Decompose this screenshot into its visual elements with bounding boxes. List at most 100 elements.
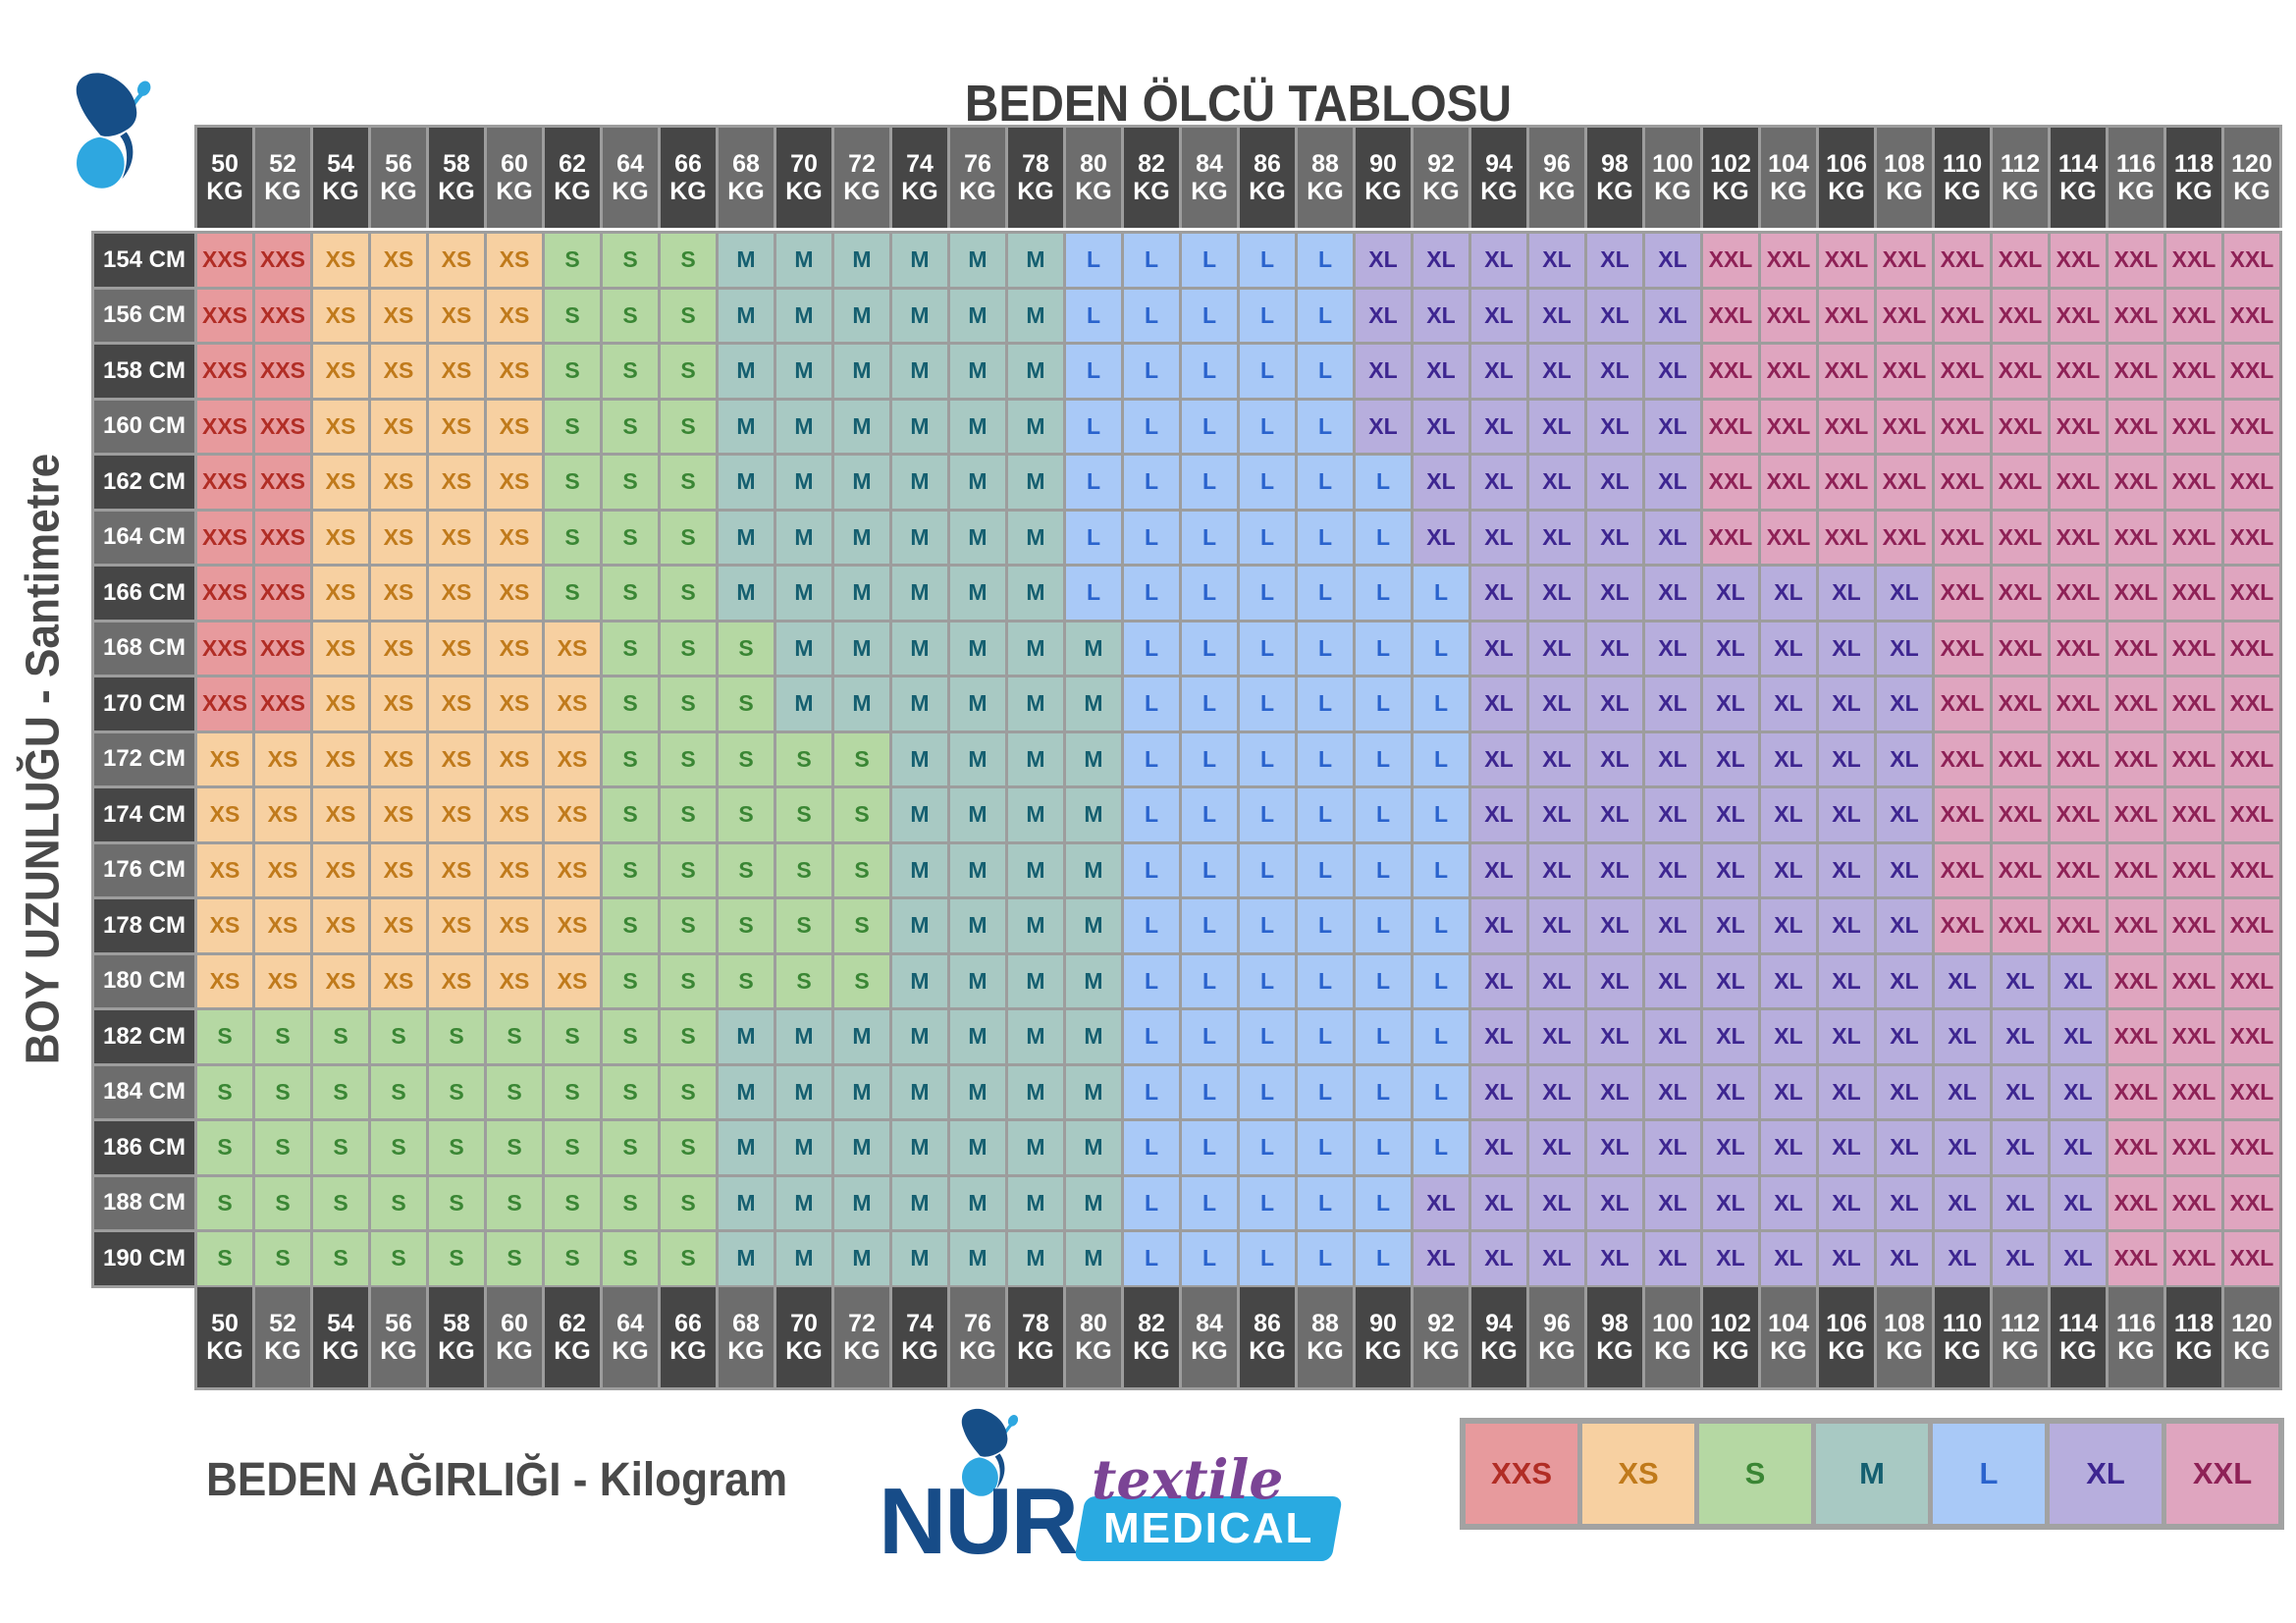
size-cell: XXL <box>2166 345 2221 398</box>
size-cell: M <box>950 345 1005 398</box>
size-cell: L <box>1066 567 1121 620</box>
size-cell: M <box>719 400 774 453</box>
size-cell: XXL <box>1703 234 1758 287</box>
size-cell: L <box>1356 732 1411 785</box>
size-cell: S <box>661 234 716 287</box>
size-cell: S <box>545 567 600 620</box>
size-cell: XL <box>1645 732 1700 785</box>
size-cell: XL <box>1761 843 1816 896</box>
size-cell: XL <box>1471 899 1526 952</box>
size-cell: S <box>661 1121 716 1174</box>
size-cell: XXL <box>2109 843 2163 896</box>
size-cell: XXL <box>2224 456 2279 509</box>
size-cell: M <box>776 345 831 398</box>
size-cell: XXL <box>2109 1232 2163 1285</box>
logo-brand-text: NUR <box>879 1469 1079 1574</box>
height-label: 170 CM <box>94 677 194 730</box>
size-cell: XXL <box>2166 1176 2221 1229</box>
size-cell: XXL <box>2109 456 2163 509</box>
size-cell: XL <box>1471 1176 1526 1229</box>
size-cell: M <box>1008 567 1063 620</box>
size-cell: XL <box>1819 1065 1874 1118</box>
size-cell: M <box>1066 732 1121 785</box>
weight-header-cell: 72 KG <box>834 1287 889 1387</box>
size-cell: XXL <box>2109 400 2163 453</box>
size-cell: XS <box>371 677 426 730</box>
weight-header-cell: 118 KG <box>2166 1287 2221 1387</box>
size-cell: XXL <box>2224 954 2279 1007</box>
size-cell: M <box>719 567 774 620</box>
size-cell: L <box>1414 1010 1468 1063</box>
size-cell: M <box>834 511 889 564</box>
size-cell: S <box>661 1176 716 1229</box>
size-cell: L <box>1240 567 1295 620</box>
weight-header-cell: 108 KG <box>1877 1287 1932 1387</box>
size-cell: S <box>603 345 658 398</box>
size-cell: XS <box>313 622 368 675</box>
size-cell: XS <box>371 456 426 509</box>
legend-item: S <box>1699 1424 1811 1524</box>
size-cell: M <box>719 1010 774 1063</box>
size-cell: M <box>719 289 774 342</box>
size-cell: M <box>950 843 1005 896</box>
size-cell: L <box>1414 843 1468 896</box>
size-cell: S <box>255 1176 310 1229</box>
size-cell: S <box>371 1010 426 1063</box>
size-cell: S <box>776 899 831 952</box>
size-cell: XXL <box>2224 345 2279 398</box>
weight-header-cell: 106 KG <box>1819 1287 1874 1387</box>
weight-header-cell: 90 KG <box>1356 128 1411 228</box>
height-label: 178 CM <box>94 899 194 952</box>
size-cell: XL <box>1645 1232 1700 1285</box>
size-cell: S <box>545 289 600 342</box>
size-cell: M <box>892 400 947 453</box>
size-cell: S <box>197 1232 252 1285</box>
size-cell: XXL <box>1935 677 1990 730</box>
height-label: 158 CM <box>94 345 194 398</box>
height-label: 166 CM <box>94 567 194 620</box>
size-cell: XS <box>429 732 484 785</box>
size-cell: XL <box>1471 1121 1526 1174</box>
logo-tagline-text: textile <box>1092 1447 1284 1511</box>
size-cell: S <box>487 1065 542 1118</box>
size-cell: XL <box>1471 1232 1526 1285</box>
size-cell: XL <box>1645 511 1700 564</box>
size-cell: L <box>1124 1121 1179 1174</box>
size-cell: L <box>1298 954 1353 1007</box>
weight-header-cell: 74 KG <box>892 1287 947 1387</box>
size-cell: M <box>1066 1010 1121 1063</box>
size-cell: M <box>1008 1065 1063 1118</box>
weight-header-cell: 72 KG <box>834 128 889 228</box>
size-cell: XS <box>487 677 542 730</box>
size-cell: XXL <box>2224 289 2279 342</box>
size-cell: L <box>1414 899 1468 952</box>
size-cell: XXL <box>2109 954 2163 1007</box>
size-cell: XL <box>1471 456 1526 509</box>
size-cell: XS <box>371 289 426 342</box>
size-cell: XL <box>1471 289 1526 342</box>
size-cell: M <box>776 234 831 287</box>
size-cell: L <box>1182 677 1237 730</box>
size-cell: M <box>892 677 947 730</box>
size-cell: S <box>429 1232 484 1285</box>
size-cell: XS <box>313 456 368 509</box>
size-cell: XXL <box>1819 456 1874 509</box>
size-cell: XXL <box>2051 677 2106 730</box>
size-cell: XXL <box>2166 289 2221 342</box>
size-cell: S <box>719 677 774 730</box>
size-cell: L <box>1124 511 1179 564</box>
size-cell: XS <box>429 234 484 287</box>
size-cell: XXL <box>2051 345 2106 398</box>
weight-header-cell: 76 KG <box>950 1287 1005 1387</box>
legend-item: L <box>1933 1424 2045 1524</box>
size-cell: M <box>834 1065 889 1118</box>
size-cell: XL <box>1356 234 1411 287</box>
size-cell: XXL <box>2109 732 2163 785</box>
size-cell: S <box>603 234 658 287</box>
size-cell: M <box>1008 1232 1063 1285</box>
weight-header-cell: 94 KG <box>1471 1287 1526 1387</box>
size-cell: XS <box>255 788 310 841</box>
size-cell: XXL <box>2109 677 2163 730</box>
size-cell: XXL <box>2109 1010 2163 1063</box>
size-cell: XXL <box>2166 622 2221 675</box>
